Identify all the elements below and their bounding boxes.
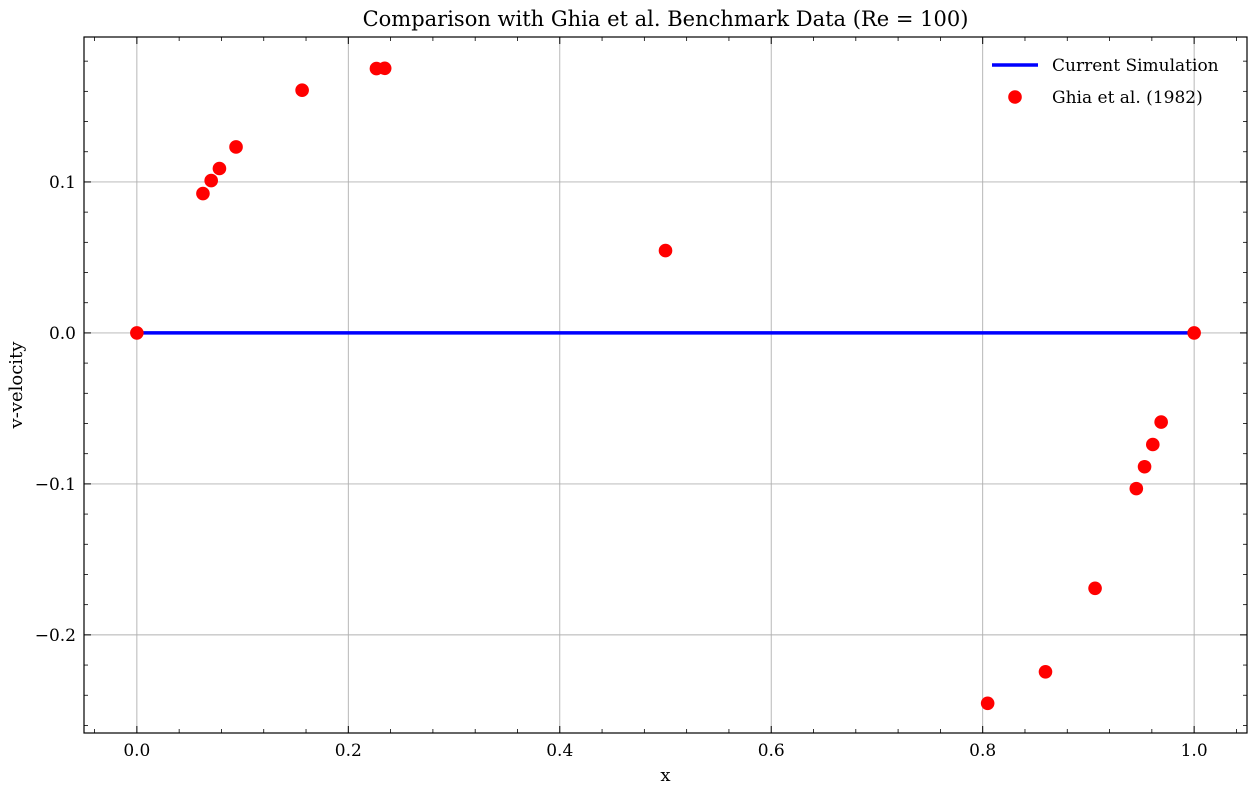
x-tick-label: 0.6 <box>758 741 785 761</box>
ghia-data-point <box>130 326 144 340</box>
x-axis-label: x <box>660 765 670 786</box>
ghia-data-point <box>295 83 309 97</box>
legend: Current Simulation Ghia et al. (1982) <box>992 56 1219 108</box>
ghia-data-point <box>980 696 995 711</box>
plot-frame <box>83 36 1248 734</box>
ghia-data-point <box>1129 481 1144 496</box>
axis-ticks: 0.0 0.2 0.4 0.6 0.8 1.0 −0.2 −0.1 0.0 0.1 <box>35 37 1247 761</box>
x-tick-label: 0.8 <box>969 741 996 761</box>
legend-label: Current Simulation <box>1052 56 1219 76</box>
x-tick-label: 1.0 <box>1181 741 1208 761</box>
ghia-data-point <box>1038 664 1053 679</box>
ghia-data-point <box>204 173 218 188</box>
ghia-data-point <box>1187 326 1201 340</box>
ghia-data-point <box>1154 415 1168 429</box>
y-tick-label: −0.1 <box>35 475 76 495</box>
ghia-data-point <box>1088 581 1102 596</box>
plot-area <box>130 61 1201 711</box>
y-axis-label: v-velocity <box>6 341 27 430</box>
chart-title: Comparison with Ghia et al. Benchmark Da… <box>363 7 969 31</box>
ghia-data-point <box>212 161 227 176</box>
ghia-data-point <box>196 186 210 201</box>
x-tick-label: 0.4 <box>546 741 573 761</box>
y-tick-label: 0.1 <box>49 173 76 193</box>
grid <box>84 37 1247 733</box>
x-tick-label: 0.2 <box>335 741 362 761</box>
y-tick-label: 0.0 <box>49 324 76 344</box>
ghia-data-point <box>1137 459 1152 474</box>
x-tick-label: 0.0 <box>123 741 150 761</box>
ghia-data-point <box>377 61 392 76</box>
y-tick-label: −0.2 <box>35 626 76 646</box>
ghia-data-point <box>658 243 673 258</box>
legend-dot-marker <box>1008 90 1022 104</box>
legend-label: Ghia et al. (1982) <box>1052 88 1203 108</box>
ghia-data-point <box>229 140 243 154</box>
ghia-data-point <box>1145 437 1160 452</box>
